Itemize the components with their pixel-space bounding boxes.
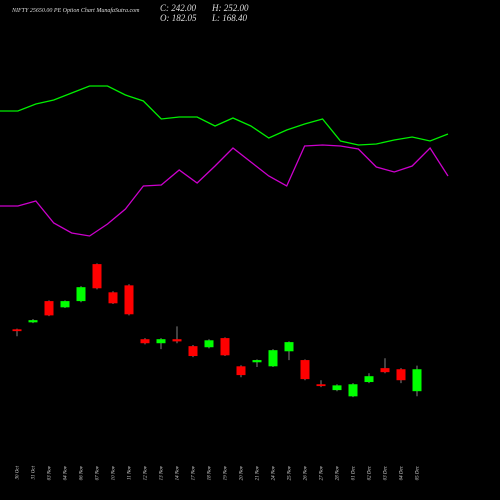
x-tick-label: 19 Nov (224, 465, 229, 480)
candle-body (108, 292, 118, 304)
x-tick-label: 03 Dec (384, 465, 389, 480)
x-tick-label: 05 Dec (416, 465, 421, 480)
x-tick-label: 28 Nov (336, 465, 341, 480)
open-info: O: 182.05 (160, 13, 197, 23)
candle-body (44, 301, 54, 316)
x-tick-label: 30 Oct (16, 465, 21, 479)
candle-body (140, 339, 150, 344)
x-tick-label: 14 Nov (176, 465, 181, 480)
candle-body (348, 384, 358, 397)
candle-body (332, 385, 342, 391)
x-tick-label: 03 Nov (48, 465, 53, 480)
candle-body (220, 338, 230, 356)
x-tick-label: 04 Nov (64, 465, 69, 480)
candle-body (12, 329, 22, 332)
x-tick-label: 12 Nov (144, 465, 149, 480)
candle-body (396, 369, 406, 381)
x-tick-label: 07 Nov (96, 465, 101, 480)
candle-body (316, 384, 326, 387)
high-info: H: 252.00 (211, 3, 249, 13)
candle-body (380, 368, 390, 373)
x-tick-label: 17 Nov (192, 465, 197, 480)
x-tick-label: 13 Nov (160, 465, 165, 480)
chart-title: NIFTY 25650.00 PE Option Chart MunafaSut… (11, 7, 140, 14)
x-tick-label: 25 Nov (288, 465, 293, 480)
candle-body (92, 264, 102, 289)
x-tick-label: 18 Nov (208, 465, 213, 480)
x-tick-label: 27 Nov (320, 465, 325, 480)
candle-body (60, 301, 70, 308)
candle-body (172, 339, 182, 342)
candle-body (412, 369, 422, 392)
candle-body (156, 339, 166, 344)
x-tick-label: 11 Nov (128, 465, 133, 480)
x-tick-label: 06 Nov (80, 465, 85, 480)
candle-body (300, 360, 310, 380)
x-tick-label: 26 Nov (304, 465, 309, 480)
x-tick-label: 24 Nov (272, 465, 277, 480)
indicator-line (0, 144, 449, 237)
candle-body (284, 342, 294, 352)
x-tick-label: 02 Dec (368, 465, 373, 480)
x-tick-label: 10 Nov (112, 465, 117, 480)
candle-body (236, 366, 246, 376)
x-tick-label: 04 Dec (400, 465, 405, 480)
candle-body (204, 340, 214, 348)
candle-body (252, 360, 262, 363)
x-tick-label: 21 Nov (256, 465, 261, 480)
candle-body (124, 285, 134, 315)
indicator-line (0, 85, 449, 146)
low-info: L: 168.40 (211, 13, 248, 23)
candle-body (28, 320, 38, 323)
candle-body (268, 350, 278, 367)
x-tick-label: 01 Dec (352, 465, 357, 480)
candle-body (188, 346, 198, 357)
candle-body (76, 287, 86, 302)
close-info: C: 242.00 (160, 3, 197, 13)
x-tick-label: 31 Oct (32, 465, 37, 479)
candle-body (364, 376, 374, 383)
x-tick-label: 20 Nov (240, 465, 245, 480)
